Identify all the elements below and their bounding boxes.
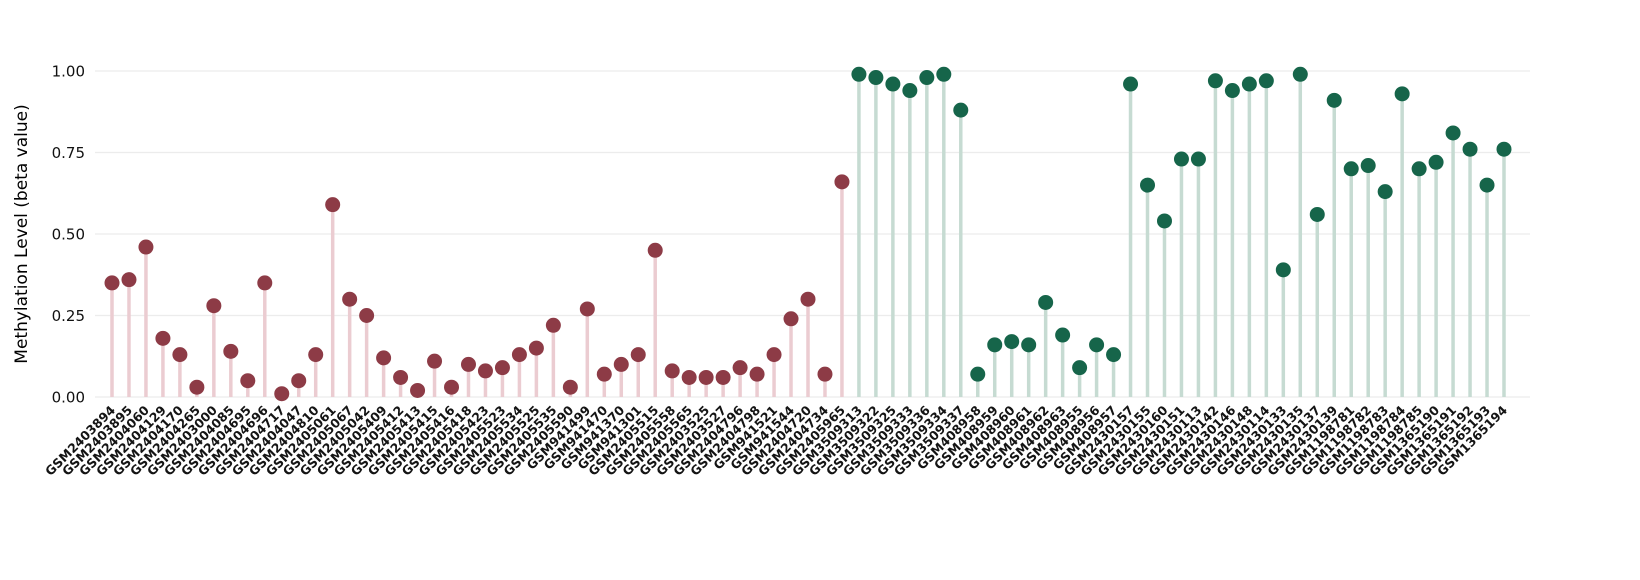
y-tick-label: 0.75 (52, 144, 85, 162)
lollipop-dot (1411, 161, 1427, 177)
lollipop-dot (664, 363, 680, 379)
lollipop-dot (596, 366, 612, 382)
lollipop-dot (1106, 347, 1122, 363)
lollipop-dot (138, 239, 154, 255)
lollipop-dot (834, 174, 850, 190)
y-tick-label: 0.25 (52, 307, 85, 325)
lollipop-dot (1207, 73, 1223, 89)
lollipop-dot (698, 369, 714, 385)
lollipop-dot (1377, 184, 1393, 200)
lollipop-dot (647, 242, 663, 258)
lollipop-dot (206, 298, 222, 314)
lollipop-dot (630, 347, 646, 363)
lollipop-dot (189, 379, 205, 395)
lollipop-dot (274, 386, 290, 402)
y-tick-label: 1.00 (52, 62, 85, 80)
lollipop-dot (325, 197, 341, 213)
lollipop-dot (1241, 76, 1257, 92)
lollipop-dot (477, 363, 493, 379)
lollipop-dot (223, 343, 239, 359)
lollipop-dot (1292, 66, 1308, 82)
lollipop-dot (1021, 337, 1037, 353)
series-layer (104, 66, 1512, 402)
lollipop-dot (732, 360, 748, 376)
lollipop-dot (393, 369, 409, 385)
lollipop-dot (1445, 125, 1461, 141)
lollipop-dot (1156, 213, 1172, 229)
lollipop-dot (410, 382, 426, 398)
lollipop-dot (919, 70, 935, 86)
lollipop-dot (1275, 262, 1291, 278)
lollipop-dot (766, 347, 782, 363)
lollipop-dot (1190, 151, 1206, 167)
lollipop-dot (1309, 206, 1325, 222)
lollipop-dot (155, 330, 171, 346)
lollipop-dot (376, 350, 392, 366)
lollipop-dot (460, 356, 476, 372)
lollipop-dot (1123, 76, 1139, 92)
lollipop-dot (936, 66, 952, 82)
lollipop-dot (1462, 141, 1478, 157)
lollipop-dot (1224, 83, 1240, 99)
y-tick-label: 0.50 (52, 225, 85, 243)
lollipop-dot (257, 275, 273, 291)
lollipop-dot (494, 360, 510, 376)
lollipop-dot (681, 369, 697, 385)
lollipop-dot (987, 337, 1003, 353)
lollipop-dot (104, 275, 120, 291)
lollipop-dot (1089, 337, 1105, 353)
axis-layer: 0.000.250.500.751.00GSM2403894GSM2403895… (42, 62, 1510, 478)
lollipop-dot (1055, 327, 1071, 343)
lollipop-dot (885, 76, 901, 92)
grid-layer (95, 70, 1530, 398)
lollipop-dot (172, 347, 188, 363)
lollipop-dot (528, 340, 544, 356)
lollipop-dot (1072, 360, 1088, 376)
lollipop-dot (783, 311, 799, 327)
lollipop-dot (427, 353, 443, 369)
lollipop-dot (1428, 154, 1444, 170)
lollipop-dot (1258, 73, 1274, 89)
lollipop-dot (1343, 161, 1359, 177)
lollipop-dot (121, 272, 137, 288)
lollipop-dot (1038, 294, 1054, 310)
lollipop-dot (1173, 151, 1189, 167)
lollipop-dot (851, 66, 867, 82)
lollipop-dot (953, 102, 969, 118)
lollipop-dot (291, 373, 307, 389)
y-tick-label: 0.00 (52, 388, 85, 406)
lollipop-dot (970, 366, 986, 382)
lollipop-dot (1140, 177, 1156, 193)
lollipop-dot (511, 347, 527, 363)
lollipop-dot (1360, 158, 1376, 174)
lollipop-dot (240, 373, 256, 389)
lollipop-dot (1496, 141, 1512, 157)
lollipop-dot (749, 366, 765, 382)
y-axis-title: Methylation Level (beta value) (12, 104, 32, 363)
lollipop-dot (868, 70, 884, 86)
lollipop-dot (1004, 334, 1020, 350)
lollipop-dot (359, 308, 375, 323)
lollipop-dot (902, 83, 918, 99)
lollipop-dot (817, 366, 833, 382)
lollipop-dot (1394, 86, 1410, 102)
lollipop-dot (579, 301, 595, 317)
lollipop-dot (444, 379, 460, 395)
lollipop-dot (800, 291, 816, 307)
lollipop-dot (1479, 177, 1495, 193)
lollipop-dot (613, 356, 629, 372)
lollipop-dot (545, 317, 561, 333)
lollipop-dot (715, 369, 731, 385)
lollipop-dot (1326, 92, 1342, 108)
lollipop-dot (308, 347, 324, 363)
lollipop-dot (562, 379, 578, 395)
lollipop-dot (342, 291, 358, 307)
